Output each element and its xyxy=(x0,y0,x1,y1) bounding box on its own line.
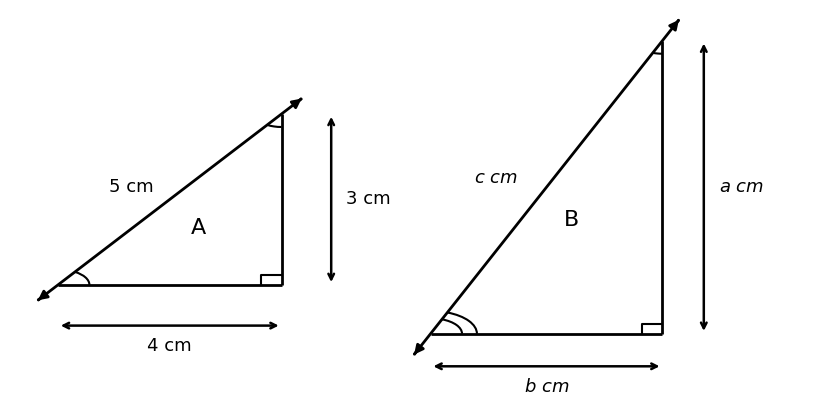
Text: $b$ cm: $b$ cm xyxy=(523,378,568,396)
Text: 4 cm: 4 cm xyxy=(147,337,192,355)
Text: $a$ cm: $a$ cm xyxy=(718,178,762,196)
Text: A: A xyxy=(191,218,206,238)
Text: B: B xyxy=(563,210,578,230)
Text: $c$ cm: $c$ cm xyxy=(474,168,518,187)
Text: 3 cm: 3 cm xyxy=(346,190,390,208)
Text: 5 cm: 5 cm xyxy=(109,178,154,196)
